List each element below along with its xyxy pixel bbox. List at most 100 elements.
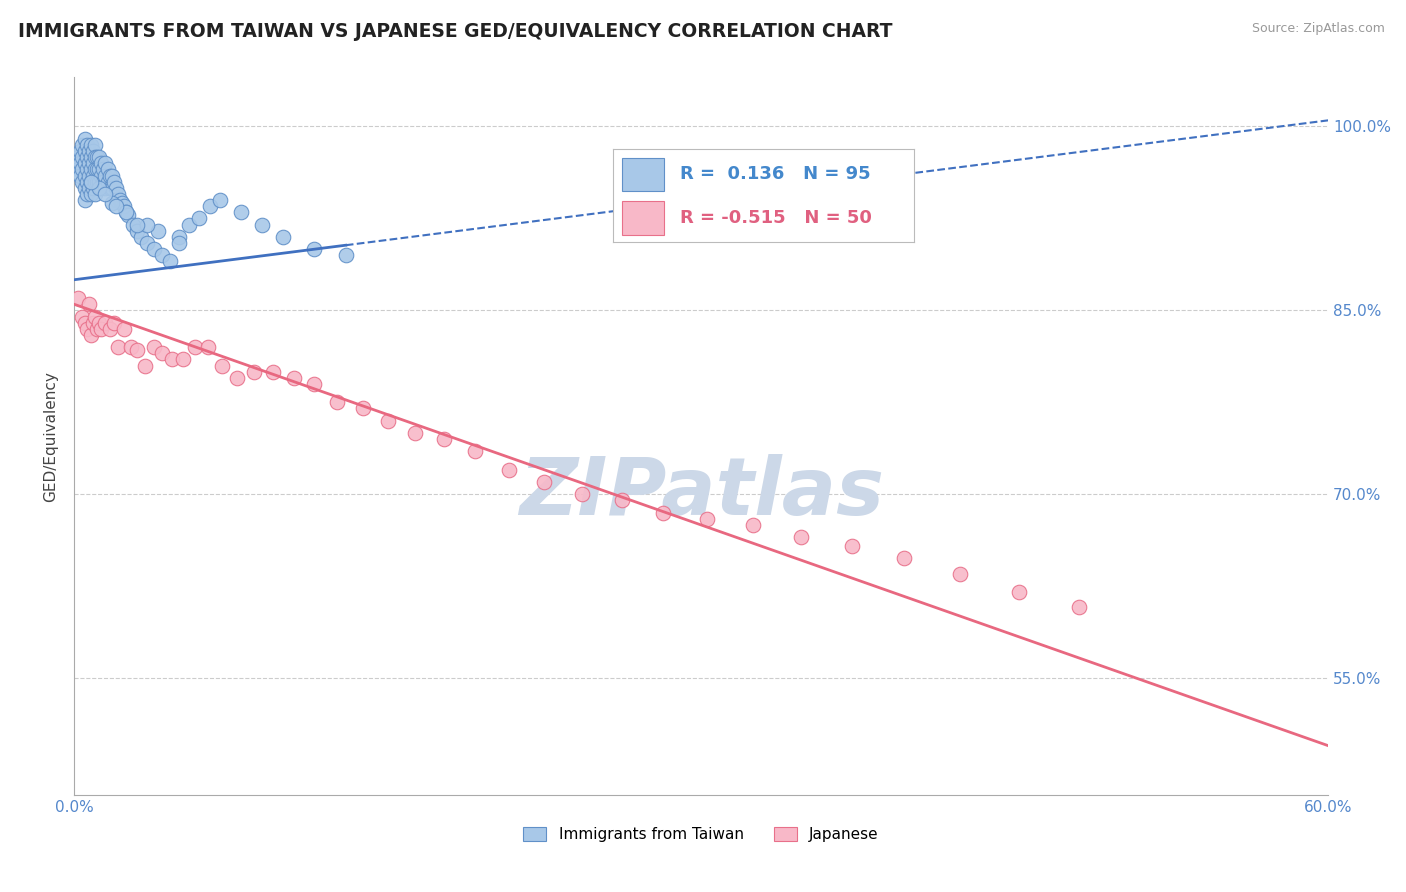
Point (94, 169, 117, 183)
Point (77, 169, 100, 183)
Point (77, 144, 100, 158)
Text: Source: ZipAtlas.com: Source: ZipAtlas.com (1251, 22, 1385, 36)
Point (125, 224, 148, 238)
Point (86, 150, 108, 164)
Bar (623, 202, 665, 235)
Point (142, 242, 165, 256)
Point (100, 169, 122, 183)
Point (80, 186, 103, 201)
Point (142, 340, 165, 354)
Point (129, 230, 152, 244)
Point (790, 530, 813, 544)
Point (69, 169, 91, 183)
Point (283, 371, 305, 385)
Point (533, 475, 555, 489)
Point (103, 175, 125, 189)
Point (73, 316, 96, 330)
Point (90, 169, 112, 183)
Point (76, 162, 98, 177)
Point (90, 181, 112, 195)
Point (304, 242, 326, 256)
Point (86, 175, 108, 189)
Point (464, 444, 486, 458)
Point (82, 316, 104, 330)
Point (89, 316, 111, 330)
Point (89, 181, 111, 195)
Point (94, 181, 117, 195)
Point (162, 352, 184, 367)
Text: R =  0.136   N = 95: R = 0.136 N = 95 (679, 165, 870, 184)
Point (72, 137, 94, 152)
Point (150, 346, 173, 360)
Point (98, 181, 121, 195)
Point (121, 218, 143, 232)
Point (69, 144, 91, 158)
Point (167, 230, 190, 244)
Point (94, 156, 117, 170)
Point (271, 230, 294, 244)
Point (94, 316, 117, 330)
Point (76, 137, 98, 152)
Point (188, 211, 211, 226)
Point (93, 175, 115, 189)
Text: R = -0.515   N = 50: R = -0.515 N = 50 (679, 209, 872, 227)
Point (107, 340, 129, 354)
Point (498, 463, 520, 477)
Point (80, 137, 103, 152)
Point (949, 567, 972, 582)
Point (231, 205, 253, 219)
Point (404, 425, 426, 440)
Point (841, 539, 863, 553)
Point (84, 150, 107, 164)
Point (98, 322, 121, 336)
Point (82, 169, 104, 183)
Point (73, 132, 96, 146)
Point (211, 359, 233, 373)
Point (117, 208, 139, 222)
Point (80, 175, 103, 189)
Point (108, 193, 131, 207)
Point (103, 316, 125, 330)
Point (115, 205, 138, 219)
Point (72, 150, 94, 164)
Point (146, 224, 169, 238)
Point (80, 175, 103, 189)
Point (134, 359, 156, 373)
Text: IMMIGRANTS FROM TAIWAN VS JAPANESE GED/EQUIVALENCY CORRELATION CHART: IMMIGRANTS FROM TAIWAN VS JAPANESE GED/E… (18, 22, 893, 41)
Point (82, 156, 104, 170)
Point (120, 340, 142, 354)
Point (96, 162, 118, 177)
Point (104, 181, 127, 195)
Point (96, 175, 118, 189)
Point (136, 218, 159, 232)
Point (197, 340, 219, 354)
Point (112, 322, 135, 336)
Point (76, 322, 98, 336)
Point (150, 248, 173, 262)
Point (352, 401, 374, 416)
Point (67, 162, 90, 177)
Point (77, 181, 100, 195)
Point (89, 162, 111, 177)
Point (94, 186, 117, 201)
Point (177, 218, 200, 232)
Point (335, 248, 357, 262)
Point (82, 144, 104, 158)
Point (304, 376, 326, 391)
Point (112, 199, 135, 213)
Point (104, 199, 127, 213)
Point (125, 343, 148, 357)
Point (107, 186, 129, 201)
Point (65, 156, 87, 170)
Point (76, 150, 98, 164)
Point (696, 512, 718, 526)
Text: ZIPatlas: ZIPatlas (519, 454, 883, 533)
Point (433, 432, 456, 446)
Point (159, 254, 181, 268)
Point (90, 322, 112, 336)
Point (250, 218, 273, 232)
Point (84, 175, 107, 189)
Point (89, 150, 111, 164)
Point (84, 137, 107, 152)
Point (84, 162, 107, 177)
